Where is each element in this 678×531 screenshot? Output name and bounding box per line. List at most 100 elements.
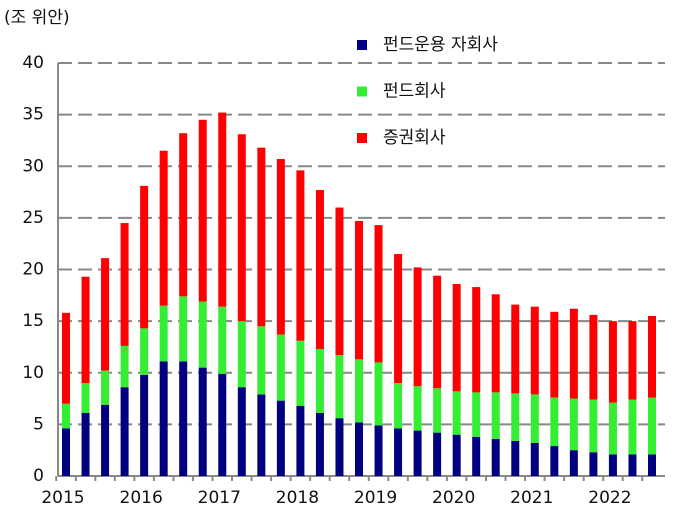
bar-segment	[394, 254, 403, 384]
bar-segment	[237, 134, 246, 322]
bar-segment	[569, 308, 578, 399]
bar-segment	[589, 314, 598, 400]
bar-segment	[530, 442, 539, 476]
bar-segment	[101, 370, 110, 405]
bar-segment	[569, 450, 578, 476]
bar-segment	[335, 207, 344, 356]
bar-segment	[511, 440, 520, 476]
bar-segment	[218, 373, 227, 476]
bar-segment	[648, 315, 656, 398]
bar-segment	[198, 367, 207, 476]
bar-segment	[62, 403, 70, 429]
x-tick-label: 2019	[354, 488, 397, 508]
bar-segment	[374, 425, 383, 476]
bar-segment	[452, 434, 461, 476]
bar-segment	[62, 428, 70, 476]
bar-segment	[198, 301, 207, 368]
legend-swatch	[357, 133, 367, 143]
bar-segment	[315, 189, 324, 350]
bar-segment	[276, 400, 285, 476]
bar-segment	[81, 276, 90, 384]
x-tick-label: 2015	[41, 488, 84, 508]
bar-segment	[394, 383, 403, 429]
bar-segment	[140, 185, 149, 329]
y-tick-label: 0	[33, 466, 44, 486]
bar-segment	[315, 349, 324, 414]
y-tick-label: 20	[22, 260, 44, 280]
bar-segment	[589, 399, 598, 453]
bar-segment	[628, 399, 637, 455]
bar-segment	[511, 393, 520, 441]
bar-segment	[374, 362, 383, 426]
bar-segment	[511, 304, 520, 394]
y-tick-label: 30	[22, 156, 44, 176]
bar-segment	[140, 328, 149, 375]
y-tick-label: 15	[22, 311, 44, 331]
bar-segment	[648, 397, 656, 455]
bar-segment	[491, 392, 500, 439]
bar-segment	[608, 454, 617, 476]
bar-segment	[179, 133, 188, 297]
x-tick-label: 2021	[510, 488, 553, 508]
bar-segment	[198, 119, 207, 302]
bar-segment	[355, 220, 363, 360]
bar-segment	[120, 387, 129, 476]
bar-segment	[433, 275, 442, 389]
legend-swatch	[357, 40, 367, 50]
bar-segment	[452, 283, 461, 392]
legend-label: 펀드운용 자회사	[383, 35, 498, 55]
bar-segment	[237, 321, 246, 388]
legend-label: 펀드회사	[383, 82, 446, 102]
x-tick-label: 2017	[198, 488, 241, 508]
bar-segment	[159, 305, 168, 362]
bar-segment	[179, 361, 188, 476]
bar-segment	[101, 404, 110, 476]
x-tick-label: 2018	[276, 488, 319, 508]
y-tick-label: 40	[22, 53, 44, 73]
bar-segment	[335, 355, 344, 419]
bar-segment	[101, 258, 110, 371]
bar-segment	[608, 402, 617, 455]
bar-segment	[394, 428, 403, 476]
bar-segment	[257, 326, 266, 395]
bar-segment	[452, 391, 461, 435]
legend-swatch	[357, 86, 367, 97]
x-tick-label: 2016	[120, 488, 163, 508]
bar-segment	[433, 388, 442, 433]
bar-segment	[608, 321, 617, 403]
bar-segment	[472, 436, 481, 476]
bar-segment	[648, 454, 656, 476]
bar-segment	[530, 306, 539, 395]
bar-segment	[120, 345, 129, 388]
bar-segment	[550, 446, 559, 476]
y-tick-label: 5	[33, 414, 44, 434]
bar-segment	[237, 387, 246, 476]
unit-label: (조 위안)	[4, 8, 70, 28]
bar-segment	[413, 267, 422, 387]
bar-segment	[218, 112, 227, 307]
bar-segment	[530, 394, 539, 443]
bar-segment	[296, 405, 305, 476]
bar-segment	[550, 311, 559, 398]
bar-segment	[296, 340, 305, 406]
bar-segment	[296, 170, 305, 341]
bar-segment	[315, 413, 324, 476]
bar-segment	[335, 418, 344, 476]
bar-segment	[472, 392, 481, 437]
bar-segment	[413, 386, 422, 431]
bar-segment	[472, 287, 481, 393]
bar-segment	[491, 438, 500, 476]
bar-segment	[413, 430, 422, 476]
bar-segment	[433, 432, 442, 476]
bar-segment	[218, 306, 227, 374]
bar-segment	[550, 397, 559, 447]
x-tick-label: 2020	[432, 488, 475, 508]
bar-segment	[140, 374, 149, 476]
bar-segment	[159, 361, 168, 476]
bar-segment	[355, 422, 363, 476]
bar-segment	[491, 294, 500, 393]
x-tick-label: 2022	[588, 488, 631, 508]
bar-segment	[569, 398, 578, 451]
y-tick-label: 25	[22, 208, 44, 228]
